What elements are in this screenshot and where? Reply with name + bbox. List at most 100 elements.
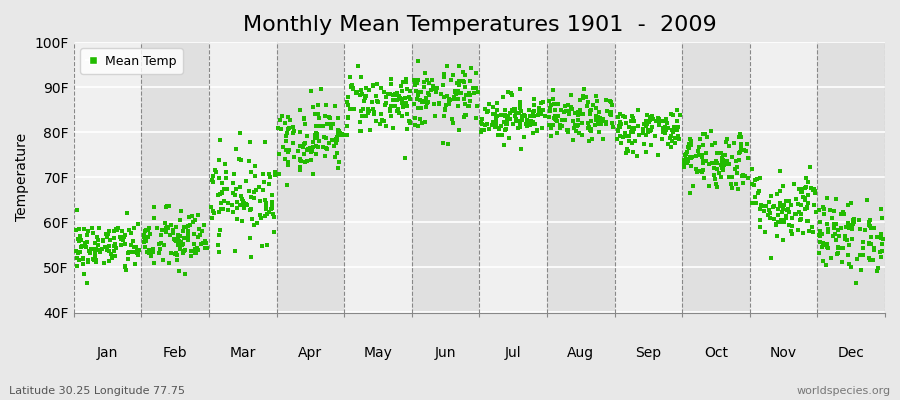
Mean Temp <box>94 246 109 252</box>
Mean Temp <box>740 141 754 147</box>
Mean Temp <box>69 248 84 254</box>
Mean Temp <box>392 110 406 116</box>
Mean Temp <box>561 128 575 135</box>
Mean Temp <box>124 230 139 236</box>
Mean Temp <box>864 234 878 240</box>
Mean Temp <box>354 108 368 114</box>
Bar <box>74 42 141 312</box>
Mean Temp <box>708 140 723 146</box>
Mean Temp <box>310 135 324 142</box>
Mean Temp <box>120 210 134 216</box>
Mean Temp <box>812 207 826 214</box>
Mean Temp <box>395 113 410 119</box>
Mean Temp <box>668 135 682 142</box>
Mean Temp <box>660 120 674 126</box>
Mean Temp <box>74 237 88 243</box>
Mean Temp <box>137 233 151 240</box>
Mean Temp <box>365 82 380 88</box>
Mean Temp <box>643 128 657 134</box>
Mean Temp <box>393 95 408 101</box>
Mean Temp <box>166 229 181 236</box>
Mean Temp <box>184 213 199 220</box>
Mean Temp <box>737 147 751 154</box>
Mean Temp <box>391 106 405 112</box>
Mean Temp <box>791 201 806 207</box>
Mean Temp <box>459 112 473 118</box>
Mean Temp <box>767 216 781 222</box>
Mean Temp <box>639 117 653 124</box>
Mean Temp <box>177 235 192 241</box>
Mean Temp <box>523 122 537 128</box>
Mean Temp <box>781 206 796 212</box>
Bar <box>547 42 615 312</box>
Mean Temp <box>340 114 355 120</box>
Mean Temp <box>711 170 725 176</box>
Mean Temp <box>625 124 639 131</box>
Mean Temp <box>575 120 590 126</box>
Mean Temp <box>645 123 660 130</box>
Mean Temp <box>680 149 694 156</box>
Mean Temp <box>801 218 815 224</box>
Mean Temp <box>829 237 843 244</box>
Mean Temp <box>271 125 285 132</box>
Mean Temp <box>176 249 190 256</box>
Mean Temp <box>414 105 428 112</box>
Mean Temp <box>834 211 849 218</box>
Mean Temp <box>258 206 273 213</box>
Mean Temp <box>716 162 730 169</box>
Mean Temp <box>393 83 408 89</box>
Mean Temp <box>830 250 844 257</box>
Mean Temp <box>554 116 569 123</box>
Mean Temp <box>77 226 92 232</box>
Mean Temp <box>94 249 108 256</box>
Mean Temp <box>244 254 258 260</box>
Mean Temp <box>87 257 102 263</box>
Mean Temp <box>852 217 867 223</box>
Mean Temp <box>174 239 188 246</box>
Mean Temp <box>551 101 565 107</box>
Mean Temp <box>491 124 506 131</box>
Mean Temp <box>520 123 535 129</box>
Mean Temp <box>842 220 856 226</box>
Bar <box>750 42 817 312</box>
Mean Temp <box>524 118 538 124</box>
Mean Temp <box>204 204 219 210</box>
Mean Temp <box>598 119 613 125</box>
Mean Temp <box>571 112 585 118</box>
Mean Temp <box>763 192 778 199</box>
Mean Temp <box>391 96 405 103</box>
Mean Temp <box>166 236 181 242</box>
Mean Temp <box>259 200 274 206</box>
Mean Temp <box>410 96 424 102</box>
Mean Temp <box>332 159 347 165</box>
Mean Temp <box>516 112 530 119</box>
Mean Temp <box>310 131 325 137</box>
Mean Temp <box>188 246 202 252</box>
Mean Temp <box>535 111 549 117</box>
Mean Temp <box>638 123 652 129</box>
Mean Temp <box>370 81 384 87</box>
Mean Temp <box>287 128 302 134</box>
Mean Temp <box>171 242 185 248</box>
Mean Temp <box>100 234 114 240</box>
Mean Temp <box>330 127 345 134</box>
Mean Temp <box>599 108 614 115</box>
Mean Temp <box>141 224 156 231</box>
Mean Temp <box>870 268 885 275</box>
Mean Temp <box>732 134 746 140</box>
Mean Temp <box>688 152 703 159</box>
Mean Temp <box>250 220 265 226</box>
Mean Temp <box>554 106 568 113</box>
Mean Temp <box>532 107 546 114</box>
Mean Temp <box>264 174 278 180</box>
Mean Temp <box>808 208 823 215</box>
Mean Temp <box>138 232 152 238</box>
Mean Temp <box>281 159 295 165</box>
Mean Temp <box>420 76 435 83</box>
Text: Jan: Jan <box>97 346 118 360</box>
Mean Temp <box>303 157 318 163</box>
Mean Temp <box>413 96 428 103</box>
Mean Temp <box>309 143 323 149</box>
Mean Temp <box>529 128 544 134</box>
Mean Temp <box>792 208 806 215</box>
